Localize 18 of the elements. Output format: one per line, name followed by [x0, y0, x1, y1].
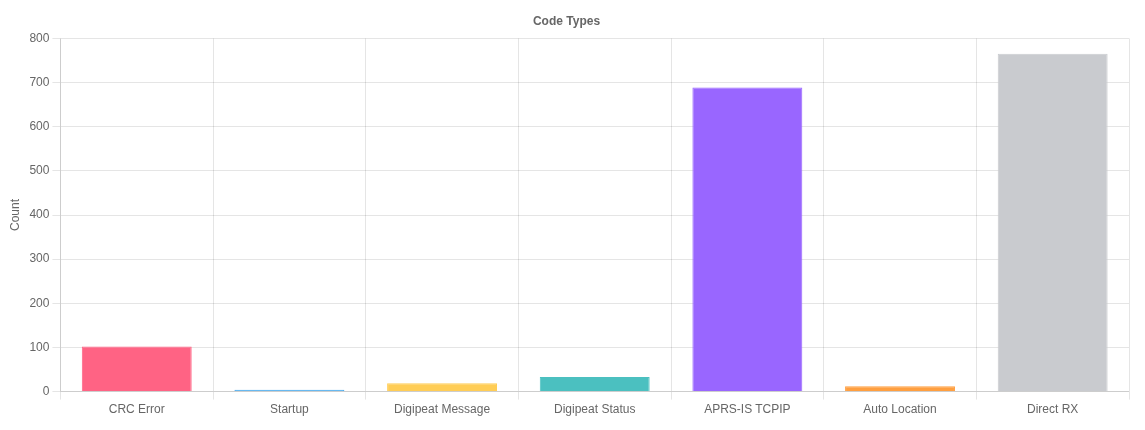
y-tick-label: 600: [29, 119, 50, 134]
y-tick-label: 500: [29, 163, 50, 178]
x-tick-label: Auto Location: [863, 402, 937, 417]
y-axis-title: Count: [7, 198, 22, 232]
y-tick-label: 200: [29, 295, 50, 310]
y-tick-label: 100: [29, 339, 50, 354]
y-tick-label: 700: [29, 74, 50, 89]
chart-title: Code Types: [532, 13, 601, 28]
y-tick-label: 400: [29, 207, 50, 222]
x-tick-label: Digipeat Status: [554, 402, 636, 417]
y-tick-label: 300: [29, 251, 50, 266]
x-tick-label: CRC Error: [108, 402, 165, 417]
y-tick-label: 800: [29, 30, 50, 45]
x-tick-label: Direct RX: [1027, 402, 1079, 417]
y-tick-label: 0: [42, 383, 50, 398]
x-tick-label: APRS-IS TCPIP: [704, 402, 791, 417]
x-tick-label: Digipeat Message: [394, 402, 491, 417]
x-tick-label: Startup: [270, 402, 310, 417]
